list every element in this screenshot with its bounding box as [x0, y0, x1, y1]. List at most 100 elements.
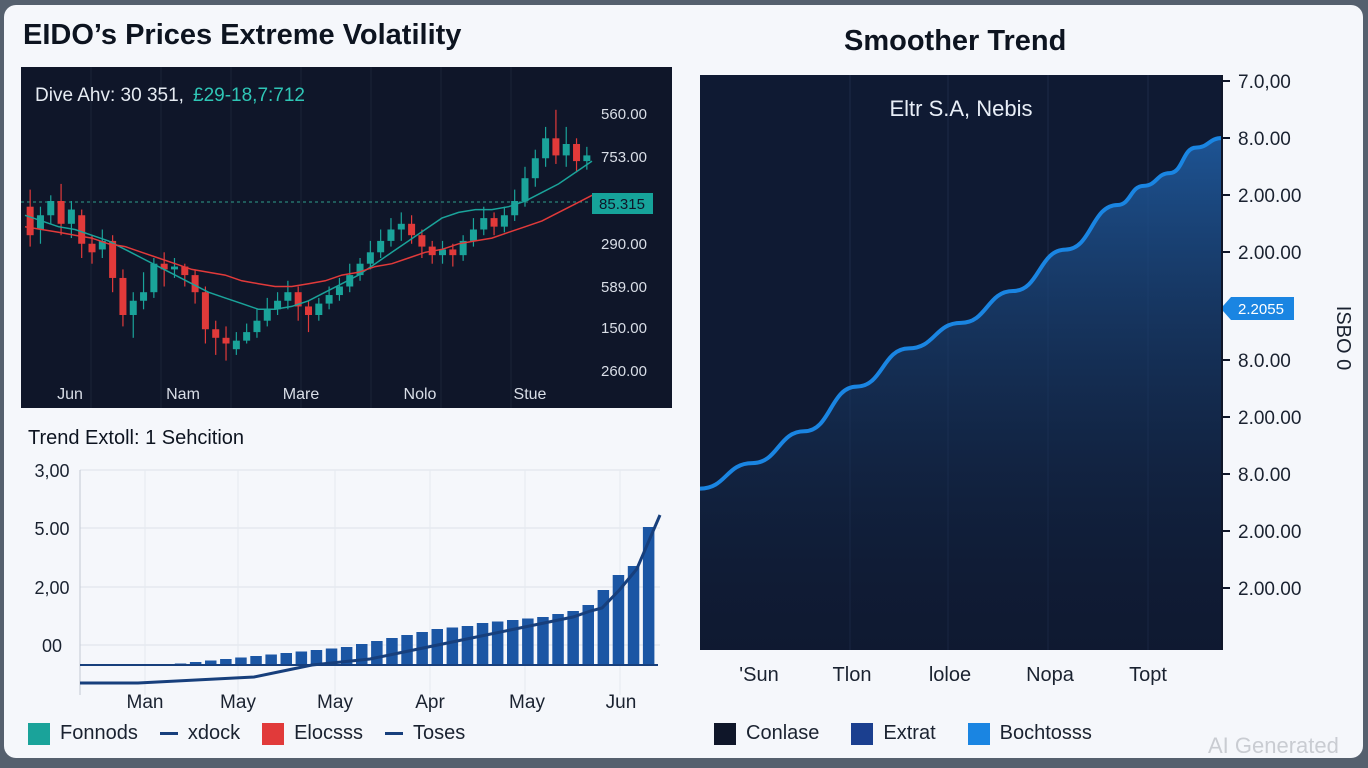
bar: [205, 660, 217, 665]
candle-body: [418, 235, 426, 247]
bar: [356, 644, 368, 665]
candle-x-tick-label: Nam: [166, 386, 200, 403]
candle-x-tick-label: Stue: [514, 386, 547, 403]
candle-body: [140, 292, 148, 301]
candle-body: [335, 286, 343, 296]
smooth-legend-item: Conlase: [714, 722, 819, 745]
bar: [507, 620, 519, 665]
legend-line-icon: [159, 732, 178, 735]
candle-body: [531, 158, 539, 179]
legend-line-icon: [385, 732, 403, 735]
candle-body: [377, 240, 385, 253]
bar: [265, 654, 277, 665]
candle-y-tick-label: 260.00: [601, 363, 647, 380]
candle-y-tick-label: 753.00: [601, 149, 647, 166]
bar: [627, 566, 640, 665]
price-marker-badge: [592, 193, 653, 214]
legend-swatch-icon: [851, 722, 874, 745]
bar-chart-legend: Fonnods xdock Elocsss Toses: [28, 722, 487, 745]
bar-legend-item: Elocsss: [262, 722, 363, 745]
smooth-area-fill: [700, 138, 1222, 650]
candle-body: [253, 320, 261, 333]
candle-body: [78, 215, 86, 244]
candlestick-chart: Dive Ahv: 30 351, £29-18,7:712 85.315 56…: [21, 67, 672, 408]
candle-body: [449, 249, 457, 256]
bar-x-tick-label: Jun: [606, 692, 637, 713]
candle-body: [325, 295, 333, 304]
candle-body: [315, 303, 323, 315]
bar-x-tick-label: May: [317, 692, 353, 713]
candle-body: [191, 275, 199, 293]
candle-x-tick-label: Jun: [57, 386, 83, 403]
bar: [235, 657, 247, 665]
candle-body: [542, 138, 550, 159]
candle-body: [366, 252, 374, 264]
candle-body: [500, 215, 508, 227]
candle-body: [222, 337, 230, 344]
bar: [446, 627, 459, 665]
bar-y-tick-label: 00: [42, 636, 62, 656]
legend-swatch-icon: [714, 722, 736, 745]
candle-x-tick-label: Mare: [283, 386, 320, 403]
candle-body: [583, 155, 591, 162]
candle-body: [356, 263, 364, 276]
smooth-annotation: Eltr S.A, Nebis: [889, 96, 1032, 121]
smooth-trend-line: [700, 136, 1223, 491]
candle-body: [397, 223, 405, 230]
candle-body: [552, 138, 560, 156]
smooth-y-tick-label: 7.0,00: [1238, 72, 1291, 93]
smooth-y-tick-label: 2.00.00: [1238, 579, 1301, 600]
candle-body: [284, 292, 292, 301]
smooth-y-tick-label: 2.00.00: [1238, 408, 1301, 429]
left-chart-title: EIDO’s Prices Extreme Volatility: [23, 19, 462, 51]
smooth-legend-label: Bochtosss: [999, 722, 1092, 744]
smooth-x-tick-label: loloe: [929, 664, 971, 686]
smooth-y-tick-label: 2.00.00: [1238, 186, 1301, 207]
smooth-x-tick-label: Tlon: [833, 664, 872, 686]
candle-body: [439, 249, 447, 256]
bar: [280, 653, 292, 665]
candle-body: [408, 223, 416, 236]
candle-body: [232, 340, 240, 350]
candle-body: [243, 332, 251, 341]
bar-legend-label: xdock: [187, 722, 241, 744]
moving-average-slow: [24, 194, 593, 288]
candle-body: [150, 263, 158, 293]
bar: [295, 651, 308, 665]
candle-body: [129, 300, 137, 315]
smooth-legend-item: Extrat: [851, 722, 936, 745]
bar: [476, 623, 489, 665]
candle-body: [511, 201, 519, 216]
bar-chart-title: Trend Extoll: 1 Sehcition: [28, 427, 245, 449]
candle-body: [294, 292, 302, 307]
bar: [582, 605, 594, 665]
bar-legend-label: Toses: [413, 722, 466, 744]
candle-body: [67, 209, 75, 224]
smooth-price-marker-label: 2.2055: [1238, 301, 1284, 318]
bar-y-tick-label: 5.00: [34, 519, 69, 539]
candle-body: [573, 144, 581, 162]
bar: [189, 662, 202, 665]
legend-swatch-icon: [28, 722, 50, 745]
bar: [340, 647, 353, 665]
candle-body: [274, 300, 282, 310]
smooth-x-tick-label: Topt: [1129, 664, 1167, 686]
right-chart-title: Smoother Trend: [844, 25, 1067, 57]
bar: [250, 656, 262, 665]
candle-body: [387, 229, 395, 241]
legend-swatch-icon: [262, 722, 285, 745]
bar-x-tick-label: May: [220, 692, 256, 713]
candle-body: [469, 229, 477, 241]
candle-y-tick-label: 290.00: [601, 236, 647, 253]
candle-body: [170, 266, 178, 270]
bar: [552, 614, 564, 665]
candle-x-tick-label: Nolo: [404, 386, 437, 403]
bar: [597, 590, 610, 665]
candle-body: [109, 240, 117, 278]
bar-legend-item: Toses: [385, 722, 465, 745]
bar: [431, 629, 443, 665]
smooth-x-tick-label: 'Sun: [739, 664, 778, 686]
smooth-y-tick-label: 2.00.00: [1238, 522, 1301, 543]
smooth-price-marker-badge: [1223, 297, 1294, 320]
bar: [537, 617, 549, 665]
